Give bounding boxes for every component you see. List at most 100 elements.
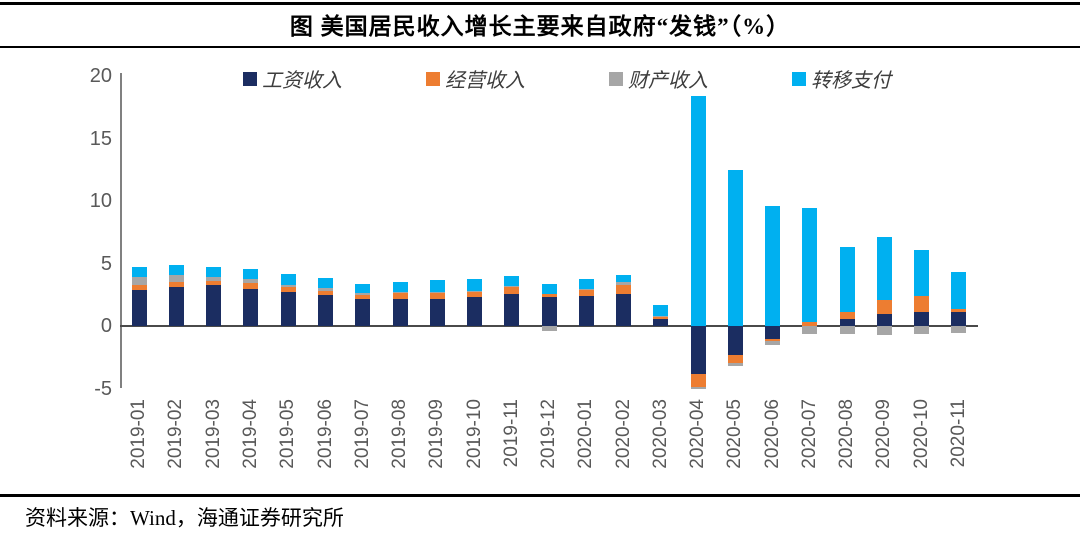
bar-segment (541, 284, 557, 295)
bar-segment (802, 322, 818, 326)
bar-segment (802, 326, 818, 334)
bar-segment (355, 298, 371, 326)
legend-item: 工资收入 (243, 64, 342, 93)
bottom-border-rule (0, 494, 1080, 497)
y-axis-line (120, 73, 122, 388)
source-note: 资料来源：Wind，海通证券研究所 (25, 506, 344, 530)
bar-segment (504, 294, 520, 326)
bar-segment (914, 326, 930, 335)
bar-segment (951, 312, 967, 326)
bar-segment (690, 96, 706, 326)
bar-segment (355, 294, 371, 299)
bar-segment (280, 284, 296, 288)
x-tick-label: 2019-11 (500, 399, 522, 468)
bar-segment (578, 290, 594, 296)
bar-segment (243, 288, 259, 326)
x-tick-label: 2019-06 (314, 399, 336, 469)
bar-segment (168, 275, 184, 283)
bar-segment (280, 287, 296, 292)
x-tick-label: 2020-09 (873, 399, 895, 469)
bar-segment (504, 287, 520, 295)
bar-segment (392, 298, 408, 326)
x-tick-label: 2019-02 (165, 399, 187, 469)
x-tick-label: 2020-03 (649, 399, 671, 469)
bar-segment (951, 272, 967, 310)
bar-segment (429, 291, 445, 293)
y-tick-label: 10 (89, 190, 112, 212)
bar-segment (541, 326, 557, 331)
bar-segment (616, 293, 632, 326)
x-tick-label: 2019-01 (128, 399, 150, 469)
bar-segment (206, 266, 222, 278)
bar-segment (727, 169, 743, 326)
bar-segment (876, 326, 892, 335)
bar-segment (541, 297, 557, 326)
bar-segment (131, 276, 147, 285)
bar-segment (914, 296, 930, 312)
bar-segment (653, 317, 669, 320)
bar-segment (653, 319, 669, 326)
x-tick-label: 2019-10 (463, 399, 485, 469)
bar-segment (839, 319, 855, 326)
bar-segment (131, 266, 147, 277)
bar-segment (392, 281, 408, 292)
bar-segment (392, 291, 408, 293)
legend-swatch-icon (426, 71, 440, 86)
x-tick-label: 2020-01 (575, 399, 597, 469)
x-tick-label: 2020-05 (724, 399, 746, 469)
bar-segment (318, 287, 333, 291)
bar-segment (951, 326, 967, 333)
bar-segment (280, 273, 296, 285)
bar-segment (616, 284, 632, 294)
bar-segment (280, 291, 296, 326)
bar-segment (206, 281, 222, 285)
x-tick-label: 2020-07 (798, 399, 820, 469)
bar-segment (839, 312, 855, 320)
bar-segment (839, 247, 855, 313)
bar-segment (690, 374, 706, 387)
x-tick-label: 2019-07 (351, 399, 373, 469)
bar-segment (876, 237, 892, 300)
bar-segment (168, 265, 184, 276)
bar-segment (429, 279, 445, 292)
bar-segment (131, 284, 147, 290)
bar-segment (355, 292, 371, 295)
legend-label: 财产收入 (628, 70, 708, 92)
bar-segment (206, 277, 222, 281)
x-tick-label: 2019-03 (202, 399, 224, 469)
legend-swatch-icon (792, 71, 806, 86)
bar-segment (765, 206, 781, 326)
bar-segment (914, 311, 930, 326)
bar-segment (914, 250, 930, 296)
legend-item: 财产收入 (609, 64, 708, 93)
legend-swatch-icon (243, 71, 257, 86)
legend-swatch-icon (609, 71, 623, 86)
bar-segment (578, 289, 594, 291)
bar-segment (131, 289, 147, 326)
y-tick-label: 5 (100, 252, 112, 275)
x-tick-label: 2019-09 (426, 399, 448, 469)
x-tick-label: 2019-12 (538, 399, 560, 469)
bar-segment (876, 313, 892, 326)
x-tick-label: 2020-10 (910, 399, 932, 469)
bar-segment (429, 298, 445, 326)
bar-segment (318, 291, 333, 295)
x-tick-label: 2019-04 (239, 399, 261, 469)
y-tick-label: 0 (100, 315, 112, 337)
bar-segment (876, 299, 892, 314)
bar-segment (318, 294, 333, 326)
y-tick-label: -5 (94, 377, 112, 400)
bar-segment (951, 309, 967, 313)
bar-segment (653, 304, 669, 316)
top-border-rule (0, 2, 1080, 5)
bar-segment (504, 286, 520, 288)
bar-segment (727, 326, 743, 355)
chart-title: 图 美国居民收入增长主要来自政府“发钱”（%） (289, 14, 791, 39)
y-tick-label: 20 (89, 65, 112, 87)
title-underline-rule (0, 46, 1080, 48)
bar-segment (765, 326, 781, 339)
legend-label: 经营收入 (445, 70, 525, 92)
legend-item: 转移支付 (792, 64, 891, 93)
bar-segment (168, 282, 184, 288)
x-tick-label: 2020-04 (687, 399, 709, 469)
